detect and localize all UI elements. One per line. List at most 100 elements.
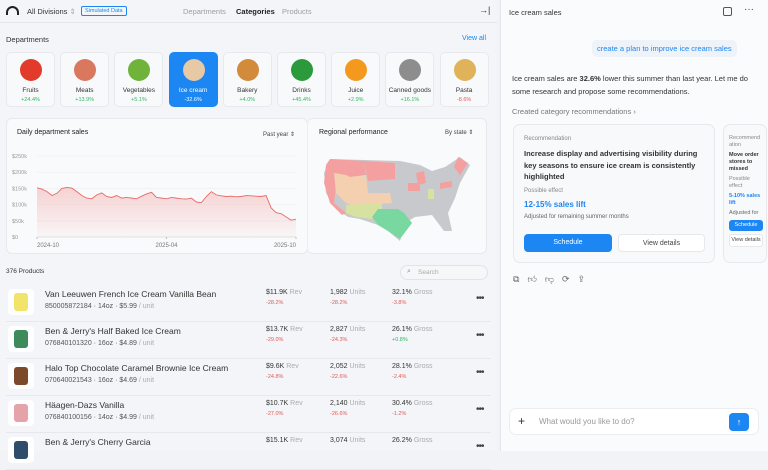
- tab-products[interactable]: Products: [282, 7, 312, 16]
- gross-change: +0.8%: [392, 337, 408, 343]
- units: 2,140 Units: [330, 400, 366, 407]
- user-message: create a plan to improve ice cream sales: [592, 40, 737, 57]
- department-card[interactable]: Ice cream -32.6%: [168, 52, 218, 107]
- department-card[interactable]: Canned goods +16.1%: [385, 52, 435, 107]
- department-name: Juice: [348, 87, 364, 94]
- y-tick-label: $200k: [12, 170, 27, 176]
- product-name: Ben & Jerry's Cherry Garcia: [45, 437, 151, 447]
- chat-input-placeholder: What would you like to do?: [539, 417, 635, 426]
- plus-icon[interactable]: +: [518, 414, 526, 428]
- product-name: Van Leeuwen French Ice Cream Vanilla Bea…: [45, 289, 217, 299]
- units-change: -22.6%: [330, 374, 348, 380]
- department-name: Vegetables: [122, 87, 155, 94]
- department-icon: [453, 59, 476, 81]
- product-row[interactable]: Ben & Jerry's Half Baked Ice Cream 07684…: [6, 322, 491, 359]
- schedule-button[interactable]: Schedule: [729, 220, 763, 231]
- department-card[interactable]: Meats +13.9%: [60, 52, 110, 107]
- gross-margin: 32.1% Gross: [392, 289, 433, 296]
- row-menu-icon[interactable]: •••: [476, 441, 484, 452]
- top-bar: All Divisions ⇕ Simulated Data Departmen…: [0, 0, 497, 23]
- gross-margin: 28.1% Gross: [392, 363, 433, 370]
- product-row[interactable]: Halo Top Chocolate Caramel Brownie Ice C…: [6, 359, 491, 396]
- rec-label: Recommendation: [524, 136, 572, 142]
- department-name: Ice cream: [178, 87, 208, 94]
- department-card[interactable]: Bakery +4.0%: [222, 52, 272, 107]
- rec-text: Move order stores to missed: [729, 152, 759, 172]
- product-image: [8, 437, 34, 463]
- left-pane: All Divisions ⇕ Simulated Data Departmen…: [0, 0, 497, 470]
- product-image: [8, 363, 34, 389]
- thumbs-up-icon[interactable]: 👍︎: [527, 274, 545, 284]
- group-select[interactable]: By state ⇕: [445, 130, 474, 136]
- gross-margin: 30.4% Gross: [392, 400, 433, 407]
- units-change: -26.6%: [330, 411, 348, 417]
- row-menu-icon[interactable]: •••: [476, 367, 484, 378]
- sales-line: [36, 186, 297, 221]
- row-menu-icon[interactable]: •••: [476, 293, 484, 304]
- edit-icon[interactable]: [723, 7, 732, 16]
- recommendations-link[interactable]: Created category recommendations ›: [512, 107, 636, 116]
- tab-departments[interactable]: Departments: [183, 7, 226, 16]
- gross-change: -1.2%: [392, 411, 407, 417]
- revenue-change: -24.8%: [266, 374, 284, 380]
- effect-note: Adjusted for: [729, 210, 759, 216]
- logo-icon: [6, 6, 19, 15]
- regenerate-icon[interactable]: ⟳: [561, 274, 578, 284]
- recommendations-link-label: Created category recommendations: [512, 107, 632, 116]
- department-card[interactable]: Pasta -8.6%: [439, 52, 489, 107]
- units: 2,827 Units: [330, 326, 366, 333]
- view-all-link[interactable]: View all: [462, 35, 486, 42]
- department-change: -8.6%: [456, 97, 472, 103]
- assistant-reply: Ice cream sales are 32.6% lower this sum…: [512, 72, 757, 98]
- department-card[interactable]: Juice +2.9%: [331, 52, 381, 107]
- product-meta: 850005872184 · 14oz · $5.99 / unit: [45, 303, 155, 310]
- product-image: [8, 289, 34, 315]
- copy-icon[interactable]: ⧉: [513, 274, 528, 284]
- units: 2,052 Units: [330, 363, 366, 370]
- department-card[interactable]: Drinks +45.4%: [277, 52, 326, 107]
- product-search-input[interactable]: ⌕ Search: [400, 265, 488, 280]
- division-selector[interactable]: All Divisions ⇕: [27, 7, 76, 16]
- department-card[interactable]: Fruits +24.4%: [6, 52, 55, 107]
- product-image: [8, 326, 34, 352]
- row-menu-icon[interactable]: •••: [476, 330, 484, 341]
- view-details-button[interactable]: View details: [729, 234, 763, 247]
- thumbs-down-icon[interactable]: 👎︎: [544, 274, 562, 284]
- view-details-button[interactable]: View details: [618, 234, 705, 252]
- share-icon[interactable]: ⇪: [577, 274, 594, 284]
- range-select[interactable]: Past year ⇕: [263, 132, 296, 138]
- department-change: +16.1%: [400, 97, 420, 103]
- units: 3,074 Units: [330, 437, 366, 444]
- map-indiana: [428, 189, 434, 199]
- revenue: $9.6K Rev: [266, 363, 299, 370]
- search-placeholder: Search: [418, 269, 439, 276]
- department-change: +2.9%: [347, 97, 364, 103]
- chat-input[interactable]: + What would you like to do? ↑: [509, 408, 759, 435]
- revenue-change: -28.2%: [266, 300, 284, 306]
- product-row[interactable]: Ben & Jerry's Cherry Garcia $15.1K Rev 3…: [6, 433, 491, 470]
- rec-label: Recommendation: [729, 135, 761, 148]
- product-row[interactable]: Häagen-Dazs Vanilla 076840100156 · 14oz …: [6, 396, 491, 433]
- x-tick-label: 2024-10: [37, 243, 60, 249]
- more-options-icon[interactable]: ···: [744, 4, 754, 15]
- search-icon: ⌕: [407, 268, 411, 275]
- department-card[interactable]: Vegetables +5.1%: [114, 52, 164, 107]
- product-image: [8, 400, 34, 426]
- product-row[interactable]: Van Leeuwen French Ice Cream Vanilla Bea…: [6, 285, 491, 322]
- product-meta: 070640021543 · 16oz · $4.69 / unit: [45, 377, 155, 384]
- tab-categories[interactable]: Categories: [236, 7, 275, 16]
- departments-title: Departments: [6, 35, 49, 44]
- daily-sales-panel: Daily department sales Past year ⇕ $250k…: [6, 118, 308, 254]
- x-tick-label: 2025-10: [274, 243, 297, 249]
- collapse-panel-icon[interactable]: →|: [479, 5, 491, 15]
- department-change: +4.0%: [239, 97, 256, 103]
- recommendation-card: Recommendation Increase display and adve…: [513, 124, 715, 263]
- product-meta: 076840100156 · 14oz · $4.99 / unit: [45, 414, 155, 421]
- gross-margin: 26.2% Gross: [392, 437, 433, 444]
- y-tick-label: $250k: [12, 154, 27, 160]
- schedule-button[interactable]: Schedule: [524, 234, 612, 252]
- send-button[interactable]: ↑: [729, 413, 749, 431]
- range-label: Past year: [263, 132, 289, 138]
- row-menu-icon[interactable]: •••: [476, 404, 484, 415]
- map-southwest: [346, 203, 382, 219]
